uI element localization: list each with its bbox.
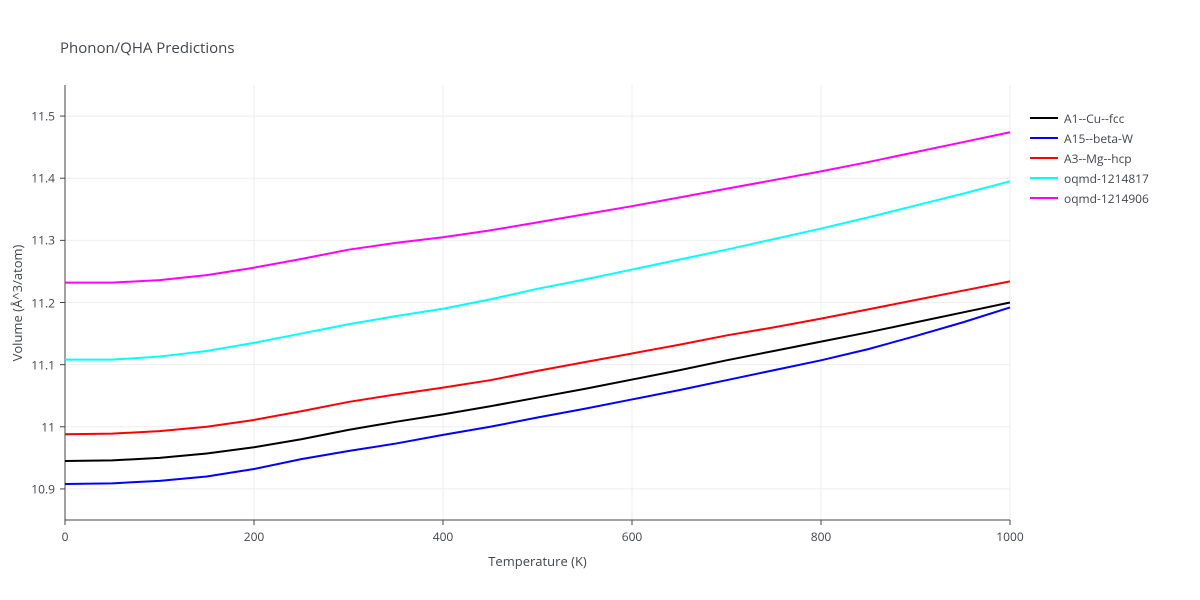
- y-tick-label: 10.9: [31, 480, 55, 497]
- y-tick-label: 11.2: [31, 294, 55, 311]
- legend-label: A1--Cu--fcc: [1064, 110, 1124, 127]
- legend-label: oqmd-1214906: [1064, 190, 1149, 207]
- legend-swatch: [1030, 137, 1058, 139]
- series-line: [65, 307, 1010, 483]
- legend-item[interactable]: oqmd-1214906: [1030, 188, 1149, 208]
- x-tick-label: 0: [62, 528, 69, 545]
- legend-swatch: [1030, 117, 1058, 119]
- series-line: [65, 281, 1010, 434]
- y-tick-label: 11.1: [31, 356, 55, 373]
- legend-swatch: [1030, 157, 1058, 159]
- y-tick-label: 11.3: [31, 232, 55, 249]
- x-axis-label: Temperature (K): [488, 552, 587, 570]
- legend-label: oqmd-1214817: [1064, 170, 1149, 187]
- x-tick-label: 600: [622, 528, 643, 545]
- y-tick-label: 11: [41, 418, 55, 435]
- x-tick-label: 200: [244, 528, 265, 545]
- y-tick-label: 11.5: [31, 108, 55, 125]
- series-line: [65, 303, 1010, 461]
- chart-container: Phonon/QHA Predictions Temperature (K) V…: [0, 0, 1200, 600]
- x-tick-label: 400: [433, 528, 454, 545]
- y-tick-label: 11.4: [31, 170, 55, 187]
- legend-swatch: [1030, 177, 1058, 179]
- legend-item[interactable]: A3--Mg--hcp: [1030, 148, 1149, 168]
- plot-area: [65, 85, 1010, 520]
- y-axis-label: Volume (Å^3/atom): [8, 244, 26, 361]
- x-tick-label: 800: [811, 528, 832, 545]
- x-tick-label: 1000: [996, 528, 1023, 545]
- legend-label: A3--Mg--hcp: [1064, 150, 1132, 167]
- legend-swatch: [1030, 197, 1058, 199]
- legend-item[interactable]: A15--beta-W: [1030, 128, 1149, 148]
- legend-item[interactable]: A1--Cu--fcc: [1030, 108, 1149, 128]
- legend: A1--Cu--fcc A15--beta-W A3--Mg--hcp oqmd-12…: [1030, 108, 1149, 208]
- legend-label: A15--beta-W: [1064, 130, 1133, 147]
- legend-item[interactable]: oqmd-1214817: [1030, 168, 1149, 188]
- series-line: [65, 132, 1010, 282]
- chart-title: Phonon/QHA Predictions: [60, 38, 235, 58]
